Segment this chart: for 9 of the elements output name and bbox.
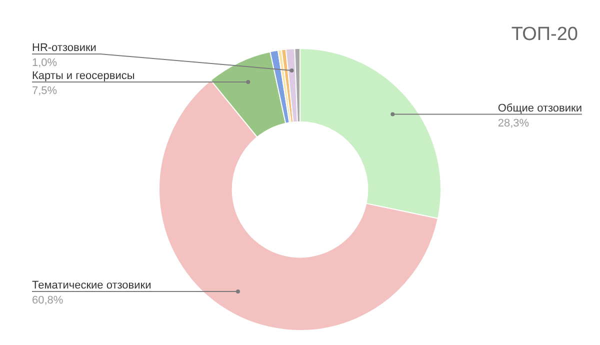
slice-label: Карты и геосервисы xyxy=(32,70,135,82)
slice-label: HR-отзовики xyxy=(32,42,96,54)
slice-label: Общие отзовики xyxy=(498,102,582,114)
data-label: 1,0% xyxy=(32,57,58,69)
chart-title: ТОП-20 xyxy=(511,24,578,46)
data-label: 28,3% xyxy=(498,117,530,130)
slice-label: Тематические отзовики xyxy=(32,279,152,292)
data-label: 60,8% xyxy=(32,294,64,306)
data-label: 7,5% xyxy=(32,85,58,97)
